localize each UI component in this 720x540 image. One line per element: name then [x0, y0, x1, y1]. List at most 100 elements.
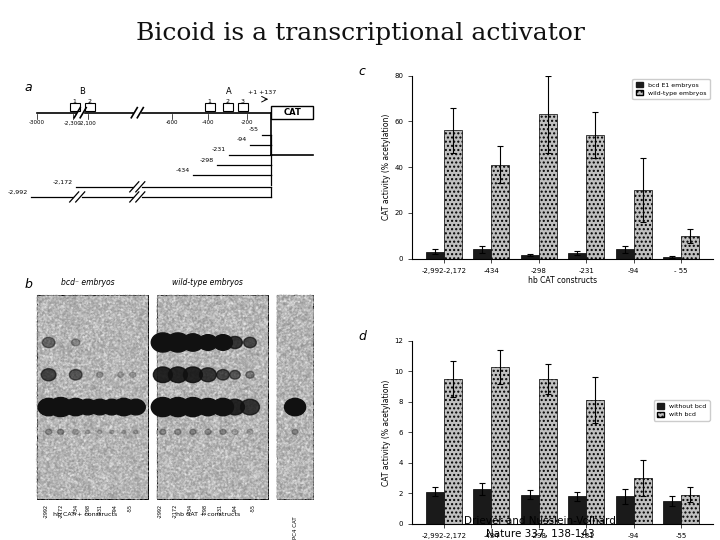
Point: [81, 379, 92, 387]
Point: [141, 305, 153, 313]
Point: [279, 350, 290, 359]
Point: [298, 393, 310, 401]
Point: [36, 413, 48, 422]
Point: [279, 378, 290, 387]
Point: [138, 458, 150, 467]
Point: [46, 335, 58, 343]
Point: [296, 404, 307, 413]
Point: [298, 468, 310, 476]
Point: [297, 320, 309, 329]
Point: [32, 427, 44, 435]
Point: [288, 309, 300, 318]
Point: [302, 449, 313, 457]
Point: [187, 455, 199, 463]
Point: [258, 467, 269, 476]
Point: [76, 437, 88, 446]
Point: [204, 329, 215, 338]
Point: [53, 493, 64, 502]
Point: [287, 333, 299, 342]
Point: [285, 488, 297, 496]
Point: [177, 403, 189, 411]
Point: [286, 326, 297, 334]
Point: [94, 460, 106, 468]
Point: [239, 366, 251, 374]
Point: [276, 440, 288, 448]
Point: [60, 442, 71, 450]
Point: [101, 451, 112, 460]
Point: [96, 448, 107, 456]
Point: [197, 398, 208, 407]
Point: [53, 420, 64, 429]
Point: [159, 478, 171, 487]
Point: [159, 402, 171, 410]
Point: [200, 343, 212, 352]
Point: [179, 358, 190, 367]
Point: [168, 297, 179, 306]
Point: [204, 479, 216, 488]
Point: [88, 414, 99, 422]
Point: [103, 304, 114, 313]
Point: [104, 493, 115, 502]
Point: [235, 478, 247, 487]
Point: [275, 390, 287, 399]
Point: [214, 448, 225, 457]
Point: [259, 328, 271, 336]
Point: [100, 446, 112, 454]
Point: [221, 415, 233, 424]
Point: [202, 471, 213, 480]
Point: [302, 341, 313, 349]
Point: [251, 414, 263, 422]
Point: [210, 449, 221, 457]
Point: [273, 343, 284, 352]
Point: [235, 319, 247, 328]
Point: [305, 336, 316, 345]
Point: [274, 385, 285, 394]
Point: [46, 435, 58, 443]
Point: [164, 462, 176, 470]
Point: [125, 438, 137, 447]
Point: [184, 456, 196, 465]
Point: [202, 399, 214, 407]
Point: [288, 325, 300, 333]
Point: [139, 294, 150, 302]
Point: [37, 435, 49, 443]
Point: [94, 398, 106, 407]
Point: [142, 422, 153, 431]
Point: [216, 370, 228, 379]
Point: [302, 349, 314, 357]
Point: [94, 435, 105, 444]
Point: [301, 414, 312, 423]
Point: [289, 421, 300, 430]
Point: [132, 450, 144, 459]
Point: [38, 375, 50, 383]
Point: [71, 381, 82, 389]
Point: [294, 438, 306, 447]
Point: [306, 377, 318, 386]
Point: [179, 323, 190, 332]
Point: [128, 359, 140, 368]
Point: [123, 424, 135, 433]
Point: [187, 461, 199, 470]
Point: [34, 422, 45, 430]
Point: [299, 406, 310, 414]
Point: [37, 443, 48, 452]
Point: [161, 318, 173, 326]
Point: [77, 438, 89, 447]
Point: [193, 449, 204, 457]
Point: [289, 366, 301, 374]
Point: [256, 327, 268, 336]
Point: [162, 420, 174, 428]
Point: [298, 356, 310, 364]
Point: [195, 332, 207, 341]
Point: [113, 300, 125, 309]
Point: [169, 341, 181, 350]
Point: [257, 453, 269, 461]
Point: [88, 339, 99, 348]
Point: [51, 448, 63, 457]
Point: [302, 411, 313, 420]
Point: [177, 392, 189, 401]
Point: [125, 318, 137, 327]
Point: [251, 349, 262, 358]
Point: [43, 464, 55, 473]
Point: [202, 378, 214, 387]
